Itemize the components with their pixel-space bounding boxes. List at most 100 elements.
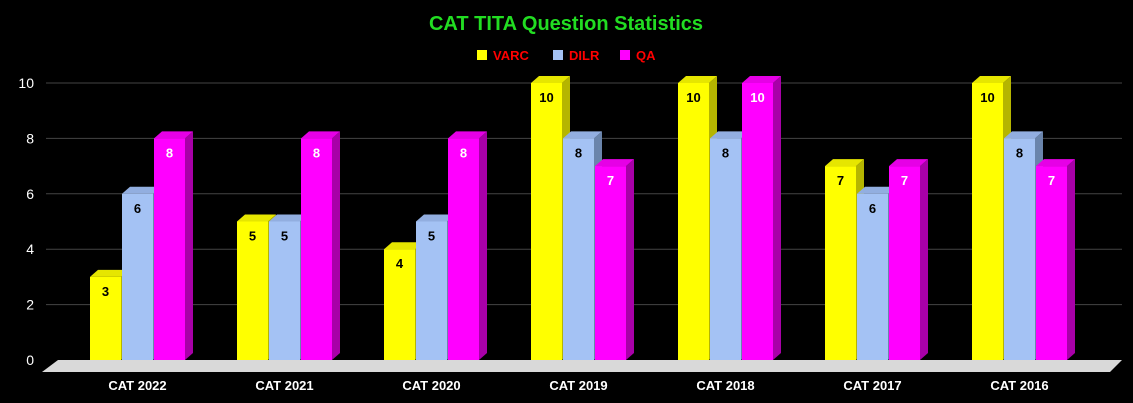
bar-top [595, 159, 634, 167]
bar-side [185, 131, 193, 360]
data-label: 7 [1048, 173, 1055, 188]
y-tick-label: 0 [26, 352, 34, 368]
bar-front [154, 138, 185, 360]
bar-top [825, 159, 864, 167]
bar-top [972, 76, 1011, 83]
bar-front [563, 138, 594, 360]
bar-front [416, 221, 447, 360]
bar-top [889, 159, 928, 167]
data-label: 6 [869, 201, 876, 216]
y-tick-label: 6 [26, 186, 34, 202]
bar-top [122, 186, 161, 194]
data-label: 5 [281, 229, 288, 244]
chart-title: CAT TITA Question Statistics [429, 13, 703, 35]
bar-top [384, 242, 423, 250]
x-tick-label: CAT 2017 [843, 378, 901, 393]
bar-qa-cat-2022 [154, 131, 193, 360]
bar-front [742, 83, 773, 360]
bar-front [384, 249, 415, 360]
bars [90, 76, 1075, 360]
bar-front [1036, 166, 1067, 360]
data-label: 7 [837, 173, 844, 188]
bar-front [122, 193, 153, 360]
bar-front [595, 166, 626, 360]
bar-top [678, 76, 717, 83]
legend-swatch-qa [620, 50, 630, 60]
bar-front [889, 166, 920, 360]
bar-top [90, 269, 129, 277]
bar-side [920, 159, 928, 360]
y-axis: 0 2 4 6 8 10 [18, 75, 34, 368]
bar-top [301, 131, 340, 139]
bar-top [237, 214, 276, 222]
legend-label-varc: VARC [493, 48, 529, 63]
data-label: 5 [428, 229, 435, 244]
data-label: 8 [460, 145, 467, 160]
y-tick-label: 4 [26, 241, 34, 257]
data-label: 8 [166, 145, 173, 160]
bar-front [710, 138, 741, 360]
bar-front [678, 83, 709, 360]
bar-qa-cat-2018 [742, 76, 781, 360]
bar-front [237, 221, 268, 360]
data-labels: 3 6 8 5 5 8 4 5 8 10 8 7 10 8 10 7 6 7 10 8 7 [102, 90, 1055, 299]
bar-front [972, 83, 1003, 360]
bar-front [90, 276, 121, 360]
bar-top [857, 186, 896, 194]
bar-side [479, 131, 487, 360]
bar-side [626, 159, 634, 360]
bar-top [1036, 159, 1075, 167]
bar-top [531, 76, 570, 83]
bar-side [332, 131, 340, 360]
legend-swatch-dilr [553, 50, 563, 60]
bar-top [448, 131, 487, 139]
data-label: 10 [980, 90, 994, 105]
data-label: 10 [539, 90, 553, 105]
data-label: 4 [396, 256, 404, 271]
bar-top [742, 76, 781, 83]
bar-front [269, 221, 300, 360]
data-label: 8 [313, 145, 320, 160]
bar-front [531, 83, 562, 360]
x-tick-label: CAT 2016 [990, 378, 1048, 393]
y-tick-label: 2 [26, 297, 34, 313]
bar-side [773, 76, 781, 360]
bar-front [825, 166, 856, 360]
y-tick-label: 10 [18, 75, 34, 91]
data-label: 8 [722, 145, 729, 160]
x-tick-label: CAT 2019 [549, 378, 607, 393]
data-label: 10 [750, 90, 764, 105]
bar-top [154, 131, 193, 139]
legend-label-qa: QA [636, 48, 656, 63]
data-label: 3 [102, 284, 109, 299]
bar-top [710, 131, 749, 139]
data-label: 5 [249, 229, 256, 244]
x-tick-label: CAT 2022 [108, 378, 166, 393]
bar-qa-cat-2020 [448, 131, 487, 360]
bar-front [857, 193, 888, 360]
data-label: 6 [134, 201, 141, 216]
bar-qa-cat-2016 [1036, 159, 1075, 360]
bar-qa-cat-2019 [595, 159, 634, 360]
bar-qa-cat-2017 [889, 159, 928, 360]
bar-top [269, 214, 308, 222]
data-label: 7 [901, 173, 908, 188]
chart-floor [42, 360, 1122, 372]
bar-top [1004, 131, 1043, 139]
data-label: 8 [575, 145, 582, 160]
legend-swatch-varc [477, 50, 487, 60]
data-label: 10 [686, 90, 700, 105]
bar-side [1067, 159, 1075, 360]
x-axis: CAT 2022 CAT 2021 CAT 2020 CAT 2019 CAT 2018… [108, 378, 1048, 393]
x-tick-label: CAT 2020 [402, 378, 460, 393]
legend-label-dilr: DILR [569, 48, 600, 63]
legend: VARC DILR QA [477, 48, 656, 63]
x-tick-label: CAT 2018 [696, 378, 754, 393]
floor-plane [42, 360, 1122, 372]
bar-front [448, 138, 479, 360]
bar-front [1004, 138, 1035, 360]
bar-top [563, 131, 602, 139]
bar-top [416, 214, 455, 222]
x-tick-label: CAT 2021 [255, 378, 313, 393]
